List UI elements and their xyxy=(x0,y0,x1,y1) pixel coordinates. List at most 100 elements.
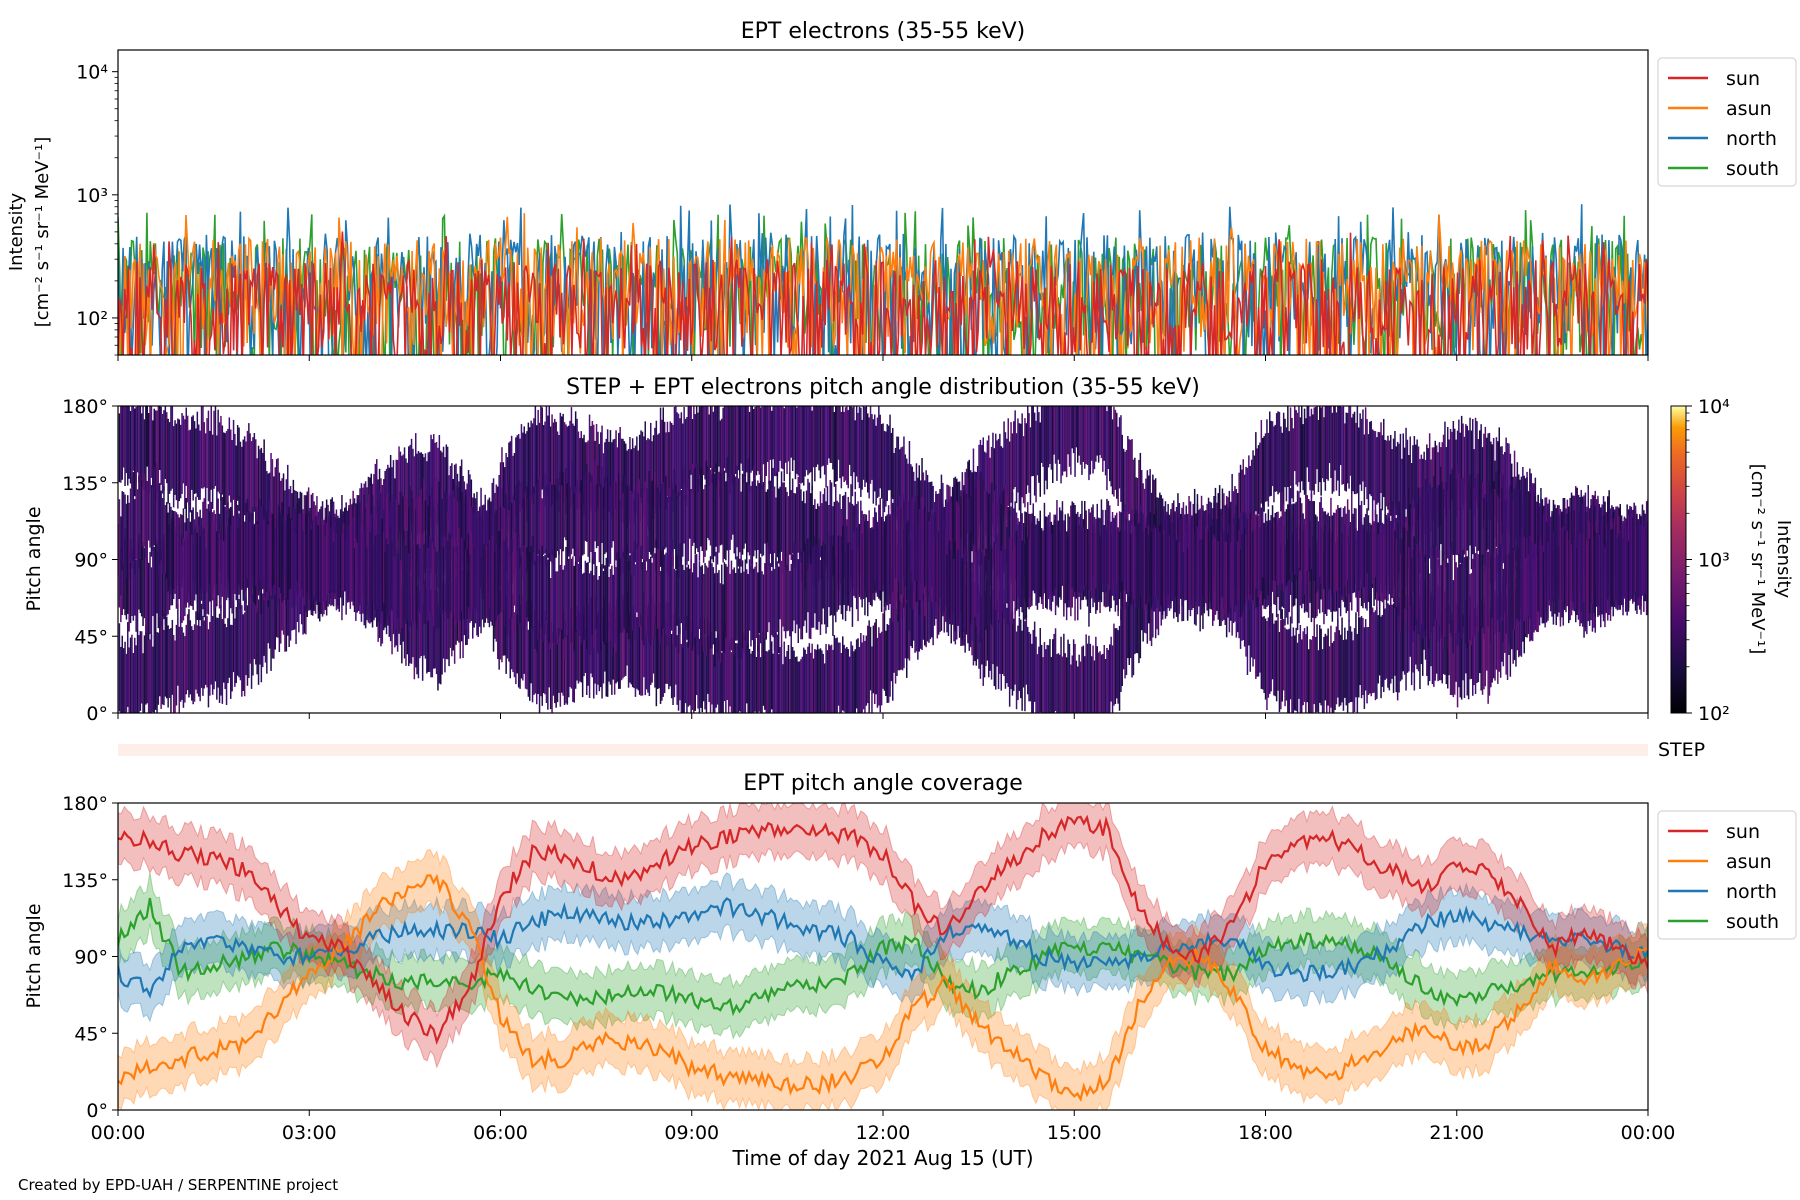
heatmap-cell xyxy=(655,420,658,514)
heatmap-cell xyxy=(771,570,773,636)
heatmap-cell xyxy=(867,531,869,617)
heatmap-cell xyxy=(556,431,559,501)
heatmap-cell xyxy=(1441,482,1443,568)
heatmap-cell xyxy=(844,491,847,564)
heatmap-cell xyxy=(1458,419,1460,494)
heatmap-cell xyxy=(766,651,769,713)
heatmap-cell xyxy=(445,491,448,559)
heatmap-cell xyxy=(1391,530,1393,599)
heatmap-cell xyxy=(1225,541,1228,618)
heatmap-cell xyxy=(602,571,605,642)
heatmap-cell xyxy=(1103,645,1105,713)
heatmap-cell xyxy=(1398,539,1400,613)
heatmap-cell xyxy=(741,406,744,471)
heatmap-cell xyxy=(238,599,240,678)
heatmap-cell xyxy=(424,500,427,573)
heatmap-cell xyxy=(1260,420,1263,504)
heatmap-cell xyxy=(320,529,322,614)
heatmap-cell xyxy=(918,465,920,536)
heatmap-cell xyxy=(1275,620,1278,702)
heatmap-cell xyxy=(894,609,897,684)
heatmap-cell xyxy=(652,551,655,639)
heatmap-cell xyxy=(844,552,847,622)
heatmap-cell xyxy=(195,428,197,494)
heatmap-cell xyxy=(284,569,286,652)
heatmap-cell xyxy=(618,548,620,624)
heatmap-cell xyxy=(121,406,123,480)
heatmap-cell xyxy=(1473,608,1475,686)
heatmap-cell xyxy=(605,611,607,697)
heatmap-cell xyxy=(1359,617,1361,685)
heatmap-cell xyxy=(880,516,883,593)
heatmap-cell xyxy=(1428,573,1431,639)
heatmap-cell xyxy=(193,624,196,702)
heatmap-cell xyxy=(629,483,631,554)
heatmap-cell xyxy=(1637,528,1640,596)
heatmap-cell xyxy=(275,518,278,590)
heatmap-cell xyxy=(828,644,830,713)
y-tick-label: 0° xyxy=(86,703,108,725)
heatmap-cell xyxy=(1131,509,1133,592)
heatmap-cell xyxy=(1011,433,1014,503)
heatmap-cell xyxy=(1079,661,1082,713)
heatmap-cell xyxy=(470,531,473,621)
heatmap-cell xyxy=(833,635,836,713)
heatmap-cell xyxy=(573,425,575,508)
heatmap-cell xyxy=(804,543,806,621)
heatmap-cell xyxy=(1498,427,1500,508)
heatmap-cell xyxy=(1061,501,1064,580)
heatmap-cell xyxy=(1611,529,1613,607)
heatmap-cell xyxy=(826,406,829,465)
heatmap-cell xyxy=(1466,474,1468,551)
heatmap-cell xyxy=(748,648,751,713)
heatmap-cell xyxy=(1327,628,1329,706)
heatmap-cell xyxy=(822,406,824,466)
heatmap-cell xyxy=(1090,406,1093,461)
heatmap-cell xyxy=(249,433,251,515)
heatmap-cell xyxy=(1013,528,1015,602)
heatmap-cell xyxy=(691,463,694,546)
heatmap-cell xyxy=(1543,513,1545,582)
heatmap-cell xyxy=(673,407,676,494)
heatmap-cell xyxy=(776,561,779,633)
heatmap-cell xyxy=(356,499,358,581)
heatmap-cell xyxy=(862,520,865,598)
heatmap-cell xyxy=(236,425,239,501)
heatmap-cell xyxy=(562,569,564,640)
heatmap-cell xyxy=(1435,546,1438,620)
heatmap-cell xyxy=(466,483,468,562)
heatmap-cell xyxy=(1161,534,1164,616)
heatmap-cell xyxy=(868,417,870,499)
heatmap-cell xyxy=(1114,515,1117,594)
heatmap-cell xyxy=(744,471,747,544)
heatmap-cell xyxy=(388,467,390,544)
panel3-xlabel: Time of day 2021 Aug 15 (UT) xyxy=(731,1146,1033,1170)
heatmap-cell xyxy=(1406,530,1409,610)
heatmap-cell xyxy=(637,547,639,619)
heatmap-cell xyxy=(209,511,211,602)
heatmap-cell xyxy=(732,638,734,713)
heatmap-cell xyxy=(164,505,167,573)
heatmap-cell xyxy=(395,500,397,577)
heatmap-cell xyxy=(739,558,741,644)
y-tick-label: 90° xyxy=(74,947,108,969)
heatmap-cell xyxy=(402,496,404,571)
heatmap-cell xyxy=(837,642,840,706)
heatmap-cell xyxy=(865,406,868,483)
heatmap-cell xyxy=(1378,502,1381,587)
heatmap-cell xyxy=(1006,607,1008,684)
heatmap-cell xyxy=(1576,492,1578,581)
heatmap-cell xyxy=(670,539,673,631)
heatmap-cell xyxy=(515,437,517,517)
heatmap-cell xyxy=(175,533,178,609)
heatmap-cell xyxy=(1295,627,1297,711)
heatmap-cell xyxy=(1399,553,1402,632)
heatmap-cell xyxy=(378,534,381,619)
heatmap-cell xyxy=(1040,406,1043,463)
heatmap-cell xyxy=(990,603,993,680)
heatmap-cell xyxy=(753,568,755,658)
heatmap-cell xyxy=(185,407,187,486)
heatmap-cell xyxy=(410,490,413,561)
heatmap-cell xyxy=(1267,617,1270,698)
heatmap-cell xyxy=(1250,533,1253,602)
